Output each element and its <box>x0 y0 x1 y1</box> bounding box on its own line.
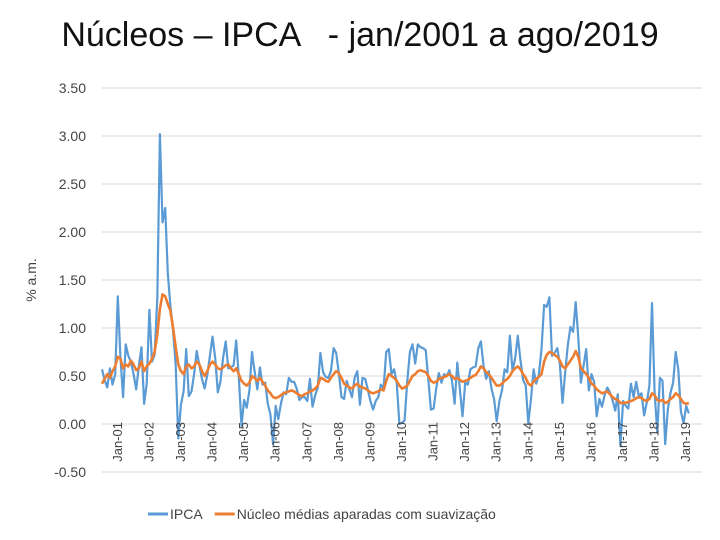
legend-entry: Núcleo médias aparadas com suavização <box>237 506 496 522</box>
y-tick-label: 0.50 <box>59 368 86 384</box>
x-tick-label: Jan-03 <box>173 422 188 462</box>
x-tick-label: Jan-07 <box>299 422 314 462</box>
y-tick-label: 2.00 <box>59 224 86 240</box>
x-tick-label: Jan-08 <box>331 422 346 462</box>
legend: IPCA Núcleo médias aparadas com suavizaçã… <box>148 506 496 522</box>
y-tick-label: 0.00 <box>59 416 86 432</box>
series-layer <box>100 133 690 448</box>
series-line-ipca <box>100 133 690 448</box>
y-tick-label: 3.00 <box>59 128 86 144</box>
x-tick-label: Jan-16 <box>584 422 599 462</box>
y-tick-label: 3.50 <box>59 80 86 96</box>
x-tick-label: Jan-12 <box>457 422 472 462</box>
x-tick-label: Jan-01 <box>110 422 125 462</box>
y-axis-label: % a.m. <box>23 258 39 302</box>
x-tick-label: Jan-15 <box>552 422 567 462</box>
x-tick-label: Jan-10 <box>394 422 409 462</box>
y-tick-label: -0.50 <box>54 464 86 480</box>
x-tick-label: Jan-05 <box>236 422 251 462</box>
x-tick-label: Jan-09 <box>362 422 377 462</box>
series-line-nucleo-medias-aparadas <box>100 293 690 406</box>
y-tick-label: 1.00 <box>59 320 86 336</box>
y-tick-label: 2.50 <box>59 176 86 192</box>
x-tick-label: Jan-14 <box>520 422 535 462</box>
y-tick-label: 1.50 <box>59 272 86 288</box>
gridlines <box>102 87 702 473</box>
y-tick-labels: -0.50 0.00 0.50 1.00 1.50 2.00 2.50 3.00 3.50 <box>54 80 86 480</box>
legend-entry: IPCA <box>170 506 203 522</box>
x-tick-label: Jan-11 <box>426 422 441 461</box>
x-tick-label: Jan-13 <box>489 422 504 462</box>
x-tick-label: Jan-06 <box>268 422 283 462</box>
x-tick-label: Jan-19 <box>678 422 693 462</box>
chart-title: Núcleos – IPCA - jan/2001 a ago/2019 <box>61 16 659 54</box>
x-tick-labels: Jan-01 Jan-02 Jan-03 Jan-04 Jan-05 Jan-06 Jan-… <box>110 422 693 462</box>
x-tick-label: Jan-02 <box>141 422 156 462</box>
x-tick-label: Jan-18 <box>647 422 662 462</box>
x-tick-label: Jan-04 <box>205 422 220 462</box>
x-tick-label: Jan-17 <box>615 422 630 462</box>
